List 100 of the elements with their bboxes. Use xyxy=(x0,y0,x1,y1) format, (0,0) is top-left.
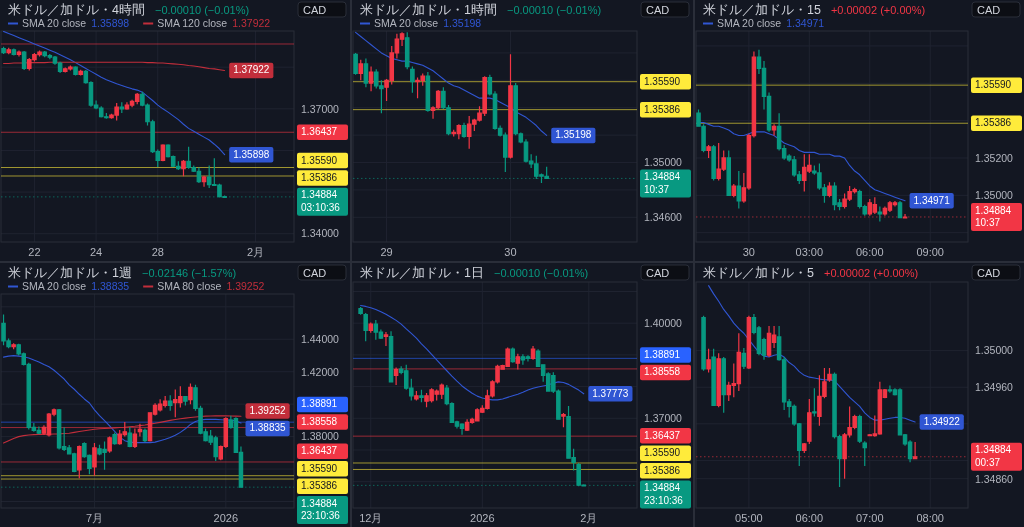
data-label: 1.34971 xyxy=(913,194,951,206)
ref-line-label: 1.36437 xyxy=(301,126,338,138)
line-series xyxy=(2,355,242,444)
legend-label: SMA 20 close xyxy=(374,17,439,29)
x-tick-label: 2026 xyxy=(213,511,239,524)
legend-label: SMA 20 close xyxy=(717,17,782,29)
ref-line-label: 1.35590 xyxy=(644,75,681,87)
candlestick xyxy=(706,144,711,159)
ref-line-label: 1.38558 xyxy=(644,366,681,378)
candlestick xyxy=(112,431,117,446)
candlestick xyxy=(201,175,207,188)
chart-subtitle: +0.00002 (+0.00%) xyxy=(823,267,919,279)
x-tick-label: 2月 xyxy=(246,245,265,258)
x-tick-label: 12月 xyxy=(359,511,383,524)
candlestick xyxy=(561,412,566,428)
candlestick xyxy=(162,395,168,409)
ref-line-label: 1.35590 xyxy=(644,447,681,459)
y-tick-label: 1.35000 xyxy=(975,344,1014,357)
y-tick-label: 1.37000 xyxy=(644,412,683,425)
legend-label: SMA 120 close xyxy=(157,17,228,29)
candlestick xyxy=(6,47,11,55)
candlestick xyxy=(393,366,399,386)
data-label: 1.38835 xyxy=(249,422,287,434)
y-axis-title: CAD xyxy=(646,3,670,16)
x-tick-label: 07:00 xyxy=(856,511,884,524)
candlestick xyxy=(358,59,364,81)
ref-line-label: 1.34884 10:37 xyxy=(975,204,1012,229)
x-tick-label: 03:00 xyxy=(795,245,824,258)
candlestick xyxy=(77,444,82,479)
text: 1.38835 xyxy=(91,280,130,292)
candlestick xyxy=(515,353,521,371)
candlestick xyxy=(721,356,726,414)
y-tick-label: 1.35000 xyxy=(975,189,1014,202)
candlestick xyxy=(862,440,867,467)
text: 1.34971 xyxy=(786,17,825,29)
candlestick xyxy=(741,347,747,370)
candlestick xyxy=(127,426,133,448)
ref-line-label: 1.34884 03:10:36 xyxy=(301,189,341,213)
chart-title: 米ドル／加ドル・5 xyxy=(703,266,814,280)
candlestick xyxy=(167,394,173,412)
candlestick xyxy=(73,65,78,77)
x-tick-label: 29 xyxy=(380,245,393,258)
candlestick xyxy=(887,384,893,394)
candlestick xyxy=(520,353,526,366)
chart-subtitle: −0.00010 (−0.01%) xyxy=(493,267,589,279)
candlestick xyxy=(414,390,419,402)
ref-line-label: 1.34884 23:10:36 xyxy=(644,482,684,506)
candlestick xyxy=(353,52,358,76)
candlestick xyxy=(368,321,374,334)
ref-line-label: 1.35590 xyxy=(301,462,338,474)
candlestick xyxy=(36,425,42,435)
candlestick xyxy=(882,205,888,217)
x-tick-label: 30 xyxy=(742,245,756,258)
y-axis-title: CAD xyxy=(646,266,670,279)
text: 1.39252 xyxy=(226,280,265,292)
candlestick xyxy=(807,398,812,445)
candlestick xyxy=(92,442,97,477)
line-series xyxy=(3,61,226,71)
candlestick xyxy=(137,423,143,438)
candlestick xyxy=(383,331,389,347)
y-tick-label: 1.35000 xyxy=(644,156,683,169)
x-tick-label: 08:00 xyxy=(916,511,944,524)
chart-title: 米ドル／加ドル・1日 xyxy=(360,266,484,280)
legend-label: SMA 20 close xyxy=(22,17,87,29)
candlestick xyxy=(736,170,742,209)
ref-line-label: 1.35386 xyxy=(644,464,681,476)
candlestick xyxy=(363,57,369,88)
chart-title: 米ドル／加ドル・15 xyxy=(703,3,821,17)
candlestick xyxy=(11,342,16,350)
ref-line-label: 1.35386 xyxy=(975,117,1012,129)
candlestick xyxy=(525,354,531,363)
candlestick xyxy=(188,382,193,405)
candlestick xyxy=(11,47,17,57)
candlestick xyxy=(358,306,363,316)
candlestick xyxy=(706,348,711,374)
text: 1.35898 xyxy=(91,17,130,29)
chart-subtitle: −0.00010 (−0.01%) xyxy=(154,4,250,16)
candlestick xyxy=(124,101,130,111)
line-series xyxy=(2,415,242,444)
candlestick xyxy=(867,198,873,217)
x-tick-label: 7月 xyxy=(85,511,104,524)
candlestick xyxy=(368,66,374,92)
y-tick-label: 1.35200 xyxy=(975,151,1014,164)
y-tick-label: 1.34960 xyxy=(975,381,1014,394)
y-axis-title: CAD xyxy=(303,266,327,279)
candlestick xyxy=(119,101,125,114)
candlestick xyxy=(711,144,716,181)
x-tick-label: 24 xyxy=(89,245,103,258)
y-tick-label: 1.37000 xyxy=(301,102,340,115)
candlestick xyxy=(892,200,898,208)
data-label: 1.37922 xyxy=(233,64,270,76)
candlestick xyxy=(363,312,368,342)
candlestick xyxy=(183,395,188,407)
candlestick xyxy=(912,441,918,460)
chart-subtitle: −0.02146 (−1.57%) xyxy=(141,267,237,279)
x-tick-label: 06:00 xyxy=(856,245,884,258)
ref-line-label: 1.35386 xyxy=(301,172,338,184)
ref-line-label: 1.35590 xyxy=(975,79,1012,91)
ref-line-label: 1.35590 xyxy=(301,154,338,166)
candlestick xyxy=(771,123,777,137)
